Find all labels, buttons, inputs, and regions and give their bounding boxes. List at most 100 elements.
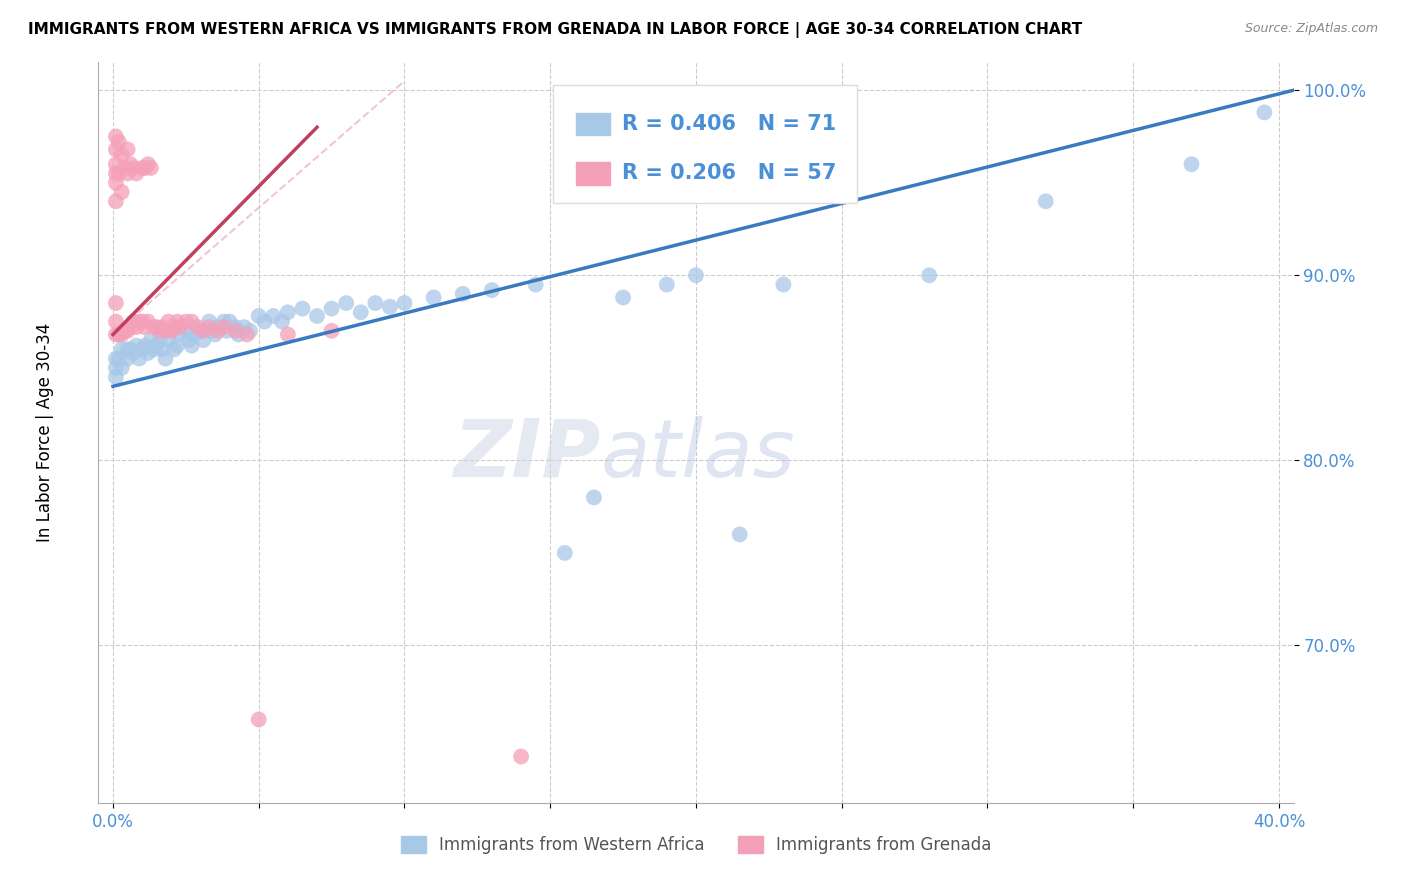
Text: In Labor Force | Age 30-34: In Labor Force | Age 30-34	[35, 323, 53, 542]
Point	[136, 157, 159, 171]
Point	[335, 296, 357, 310]
Point	[128, 351, 150, 366]
Point	[186, 320, 208, 334]
Point	[233, 320, 256, 334]
Point	[108, 166, 131, 180]
Text: IMMIGRANTS FROM WESTERN AFRICA VS IMMIGRANTS FROM GRENADA IN LABOR FORCE | AGE 3: IMMIGRANTS FROM WESTERN AFRICA VS IMMIGR…	[28, 22, 1083, 38]
Point	[277, 305, 299, 319]
Point	[481, 283, 503, 297]
Point	[305, 309, 328, 323]
Point	[228, 327, 250, 342]
Point	[554, 546, 576, 560]
Point	[155, 351, 177, 366]
Point	[198, 315, 221, 329]
Point	[108, 351, 131, 366]
Point	[160, 324, 183, 338]
Point	[1180, 157, 1202, 171]
Point	[104, 157, 127, 171]
FancyBboxPatch shape	[553, 85, 858, 203]
Point	[122, 161, 145, 175]
Point	[139, 333, 162, 347]
Point	[198, 320, 221, 334]
Point	[190, 324, 212, 338]
Point	[685, 268, 707, 283]
Point	[918, 268, 941, 283]
Point	[772, 277, 794, 292]
Point	[104, 327, 127, 342]
Point	[1253, 105, 1275, 120]
Point	[104, 315, 127, 329]
Point	[117, 351, 139, 366]
Point	[125, 320, 148, 334]
Point	[169, 327, 191, 342]
Point	[394, 296, 416, 310]
Point	[117, 166, 139, 180]
Point	[108, 327, 131, 342]
Point	[163, 320, 186, 334]
Point	[180, 338, 202, 352]
Point	[271, 315, 294, 329]
Point	[104, 194, 127, 209]
Point	[157, 333, 180, 347]
Point	[177, 333, 200, 347]
Point	[166, 315, 188, 329]
Point	[224, 320, 246, 334]
Point	[321, 324, 343, 338]
Point	[166, 338, 188, 352]
Point	[122, 315, 145, 329]
Point	[582, 491, 605, 505]
Point	[224, 324, 246, 338]
Point	[193, 324, 215, 338]
Point	[612, 291, 634, 305]
Point	[104, 370, 127, 384]
Point	[253, 315, 276, 329]
Point	[114, 161, 136, 175]
Bar	[576, 112, 610, 135]
Point	[1035, 194, 1057, 209]
Point	[131, 343, 153, 357]
Point	[193, 333, 215, 347]
Point	[142, 343, 165, 357]
Point	[108, 135, 131, 149]
Point	[104, 129, 127, 144]
Legend: Immigrants from Western Africa, Immigrants from Grenada: Immigrants from Western Africa, Immigran…	[394, 830, 998, 861]
Point	[120, 320, 142, 334]
Point	[125, 166, 148, 180]
Point	[204, 327, 226, 342]
Point	[236, 327, 259, 342]
Point	[145, 320, 167, 334]
Point	[218, 315, 240, 329]
Text: ZIP: ZIP	[453, 416, 600, 494]
Point	[524, 277, 547, 292]
Point	[212, 320, 235, 334]
Point	[364, 296, 387, 310]
Point	[239, 324, 262, 338]
Point	[117, 324, 139, 338]
Point	[134, 161, 156, 175]
Point	[207, 320, 229, 334]
Point	[111, 185, 134, 199]
Point	[510, 749, 533, 764]
Point	[163, 343, 186, 357]
Point	[180, 315, 202, 329]
Point	[152, 320, 174, 334]
Point	[155, 324, 177, 338]
Point	[114, 324, 136, 338]
Point	[262, 309, 284, 323]
Text: R = 0.206   N = 57: R = 0.206 N = 57	[621, 163, 837, 184]
Point	[157, 315, 180, 329]
Point	[125, 338, 148, 352]
Point	[350, 305, 373, 319]
Text: Source: ZipAtlas.com: Source: ZipAtlas.com	[1244, 22, 1378, 36]
Point	[728, 527, 751, 541]
Point	[291, 301, 314, 316]
Point	[378, 300, 401, 314]
Point	[142, 320, 165, 334]
Point	[111, 327, 134, 342]
Point	[136, 346, 159, 360]
Point	[149, 324, 172, 338]
Point	[201, 324, 224, 338]
Point	[169, 320, 191, 334]
Point	[215, 324, 238, 338]
Point	[136, 315, 159, 329]
